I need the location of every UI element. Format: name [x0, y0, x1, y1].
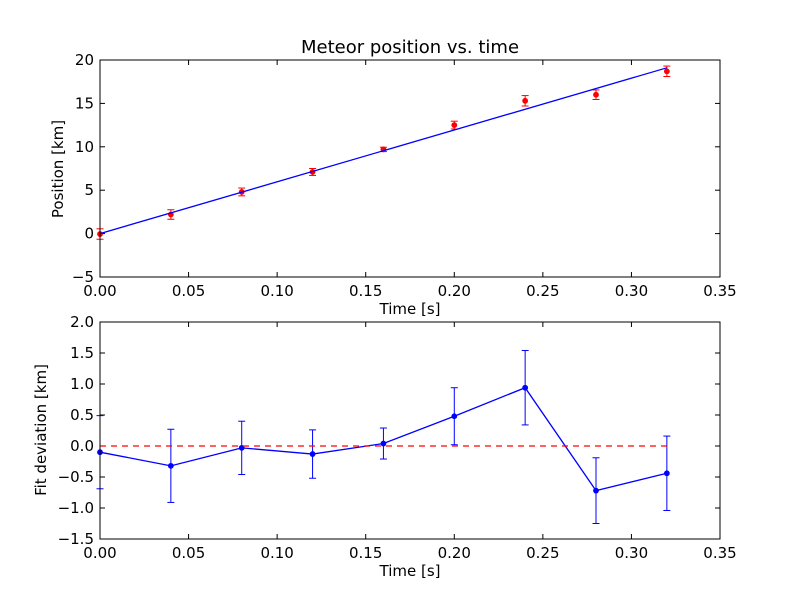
- position-chart-ytick-label: 20: [75, 51, 94, 69]
- position-chart-data-point: [593, 91, 599, 98]
- deviation-chart-xtick-label: 0.00: [83, 544, 116, 562]
- position-chart-fit-line: [99, 67, 668, 235]
- position-chart-ticks: 0.00 0.05 0.10 0.15 0.20 0.25 0.30 0.35 −5 0 5 10 15…: [72, 51, 737, 300]
- position-chart-ytick-label: 10: [75, 138, 94, 156]
- deviation-chart-ytick-label: 0.5: [70, 406, 94, 424]
- position-chart-data-point: [451, 122, 458, 128]
- deviation-chart-ytick-label: −1.5: [58, 530, 94, 548]
- deviation-chart-data-point: [167, 462, 174, 469]
- position-chart-xtick-label: 0.10: [260, 282, 293, 300]
- deviation-chart-data-point: [522, 384, 529, 391]
- deviation-chart-ylabel: Fit deviation [km]: [32, 364, 50, 496]
- position-chart-data-point: [522, 97, 529, 104]
- deviation-chart-ytick-label: 2.0: [70, 313, 94, 331]
- position-chart-ytick-label: 15: [75, 94, 94, 112]
- position-chart-title: Meteor position vs. time: [301, 37, 519, 58]
- deviation-chart-ytick-label: −1.0: [58, 499, 94, 517]
- deviation-chart-ytick-label: 1.5: [70, 344, 94, 362]
- position-chart-ytick-label: 5: [84, 181, 94, 199]
- deviation-chart-xtick-label: 0.20: [438, 544, 471, 562]
- deviation-chart-xtick-label: 0.30: [615, 544, 648, 562]
- deviation-chart-xtick-label: 0.10: [260, 544, 293, 562]
- deviation-chart-ticks: 0.00 0.05 0.10 0.15 0.20 0.25 0.30 0.35 −1.5 −1.0…: [58, 313, 737, 562]
- deviation-chart-data-point: [593, 487, 599, 494]
- position-chart-xtick-label: 0.15: [349, 282, 382, 300]
- position-chart-xtick-label: 0.30: [615, 282, 648, 300]
- deviation-chart-xtick-label: 0.05: [172, 544, 205, 562]
- position-chart-xlabel: Time [s]: [379, 300, 441, 318]
- position-chart-xtick-label: 0.20: [438, 282, 471, 300]
- deviation-chart-frame: [99, 321, 721, 540]
- deviation-chart-ytick-label: 1.0: [70, 375, 94, 393]
- deviation-chart-data-point: [309, 451, 316, 457]
- position-chart-data-point: [663, 68, 670, 75]
- deviation-chart-ytick-label: −0.5: [58, 468, 94, 486]
- deviation-chart-data-point: [238, 444, 245, 451]
- position-chart-frame: [99, 59, 721, 278]
- position-chart-xtick-label: 0.25: [526, 282, 559, 300]
- position-chart-ytick-label: 0: [84, 225, 94, 243]
- deviation-chart: Time [s] Fit deviation [km] 0.00 0.05 0.10…: [32, 313, 737, 580]
- deviation-chart-data-point: [663, 470, 670, 477]
- position-chart-ylabel: Position [km]: [49, 120, 67, 218]
- position-chart-xtick-label: 0.05: [172, 282, 205, 300]
- position-chart-marks: [96, 65, 671, 240]
- deviation-chart-ytick-label: 0.0: [70, 437, 94, 455]
- deviation-chart-marks: [96, 350, 671, 524]
- position-chart-ytick-label: −5: [72, 268, 94, 286]
- position-chart: Meteor position vs. time Time [s] Positi…: [49, 37, 737, 318]
- position-chart-xtick-label: 0.35: [703, 282, 736, 300]
- deviation-chart-xtick-label: 0.15: [349, 544, 382, 562]
- deviation-chart-xtick-label: 0.35: [703, 544, 736, 562]
- deviation-chart-xlabel: Time [s]: [379, 562, 441, 580]
- deviation-chart-data-point: [451, 413, 458, 420]
- position-chart-xtick-label: 0.00: [83, 282, 116, 300]
- deviation-chart-xtick-label: 0.25: [526, 544, 559, 562]
- deviation-chart-data-point: [380, 440, 387, 447]
